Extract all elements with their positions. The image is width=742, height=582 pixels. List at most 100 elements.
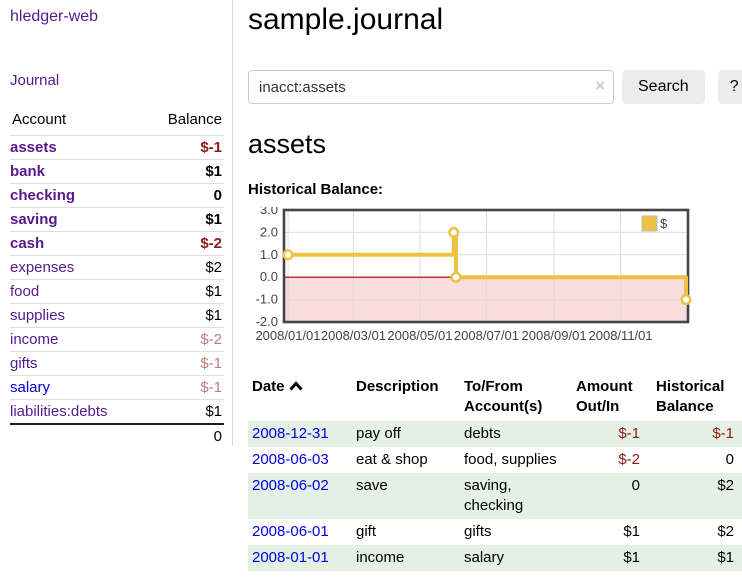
chart-label: Historical Balance: — [248, 181, 384, 198]
accounts-table: Account Balance assets $-1 bank $1 checking 0… — [10, 108, 224, 448]
transaction-amount: $1 — [623, 549, 640, 566]
account-row: saving $1 — [10, 207, 224, 232]
data-point-marker — [282, 249, 294, 261]
search-input[interactable] — [248, 70, 614, 104]
app-title-link[interactable]: hledger-web — [10, 8, 99, 25]
sidebar: hledger-web Journal Account Balance asse… — [0, 0, 233, 448]
account-row: cash $-2 — [10, 231, 224, 256]
data-point-marker — [680, 294, 692, 306]
transaction-date-link[interactable]: 2008-06-01 — [252, 523, 329, 540]
transaction-date-link[interactable]: 2008-06-02 — [252, 477, 329, 494]
transaction-date-link[interactable]: 2008-12-31 — [252, 425, 329, 442]
main-content: sample.journal × Search ? assets Histori… — [233, 0, 742, 571]
account-balance: $2 — [144, 255, 224, 280]
account-row: liabilities:debts $1 — [10, 399, 224, 424]
register-header-date[interactable]: Date — [248, 375, 348, 421]
transaction-date-cell: 2008-06-02 — [248, 473, 348, 519]
account-row: expenses $2 — [10, 255, 224, 280]
account-row: food $1 — [10, 279, 224, 304]
sidebar-item-journal[interactable]: Journal — [10, 72, 60, 89]
account-balance: $-1 — [144, 375, 224, 400]
account-link-liabilities-debts[interactable]: liabilities:debts — [10, 403, 108, 420]
account-link-gifts[interactable]: gifts — [10, 355, 38, 372]
account-row: checking 0 — [10, 183, 224, 208]
accounts-total-row: 0 — [10, 423, 224, 448]
transaction-accounts: food, supplies — [464, 451, 557, 468]
page-title: sample.journal — [248, 3, 444, 36]
balance-column-header: Balance — [167, 111, 222, 128]
transaction-balance: $2 — [717, 477, 734, 494]
transaction-amount: 0 — [631, 477, 640, 494]
transaction-row: 2008-01-01 income salary $1 $1 — [248, 545, 742, 571]
transaction-description: gift — [356, 523, 377, 540]
chart-border — [282, 208, 690, 324]
account-balance: $-2 — [144, 231, 224, 256]
register-header-amount: Amount Out/In — [576, 378, 633, 415]
svg-text:2008/09/01: 2008/09/01 — [522, 328, 587, 343]
account-link-saving[interactable]: saving — [10, 211, 58, 228]
help-button[interactable]: ? — [717, 70, 742, 104]
legend-label: $ — [660, 216, 668, 231]
transaction-balance: $1 — [717, 549, 734, 566]
data-point-marker — [448, 226, 460, 238]
svg-text:2008/05/01: 2008/05/01 — [387, 328, 452, 343]
svg-text:0.0: 0.0 — [260, 269, 278, 284]
svg-text:-1.0: -1.0 — [256, 292, 278, 307]
account-balance: $1 — [144, 159, 224, 184]
svg-text:3.0: 3.0 — [260, 207, 278, 217]
register-header-accounts: To/From Account(s) — [464, 378, 543, 415]
account-link-supplies[interactable]: supplies — [10, 307, 66, 324]
transaction-accounts: saving, checking — [464, 477, 524, 514]
transaction-date-link[interactable]: 2008-01-01 — [252, 549, 329, 566]
clear-search-icon[interactable]: × — [595, 76, 605, 95]
account-balance: 0 — [144, 183, 224, 208]
data-point-marker — [450, 271, 462, 283]
transaction-amount: $1 — [623, 523, 640, 540]
legend-swatch — [641, 215, 658, 232]
account-balance: $-1 — [144, 351, 224, 376]
account-link-assets[interactable]: assets — [10, 139, 57, 156]
transaction-date-cell: 2008-12-31 — [248, 421, 348, 447]
transaction-date-cell: 2008-06-01 — [248, 519, 348, 545]
account-balance: $-2 — [144, 327, 224, 352]
transaction-accounts: gifts — [464, 523, 492, 540]
account-link-bank[interactable]: bank — [10, 163, 46, 180]
transaction-description: pay off — [356, 425, 401, 442]
account-balance: $1 — [144, 303, 224, 328]
search-form: × Search ? — [248, 70, 742, 104]
transaction-row: 2008-06-03 eat & shop food, supplies $-2 0 — [248, 447, 742, 473]
svg-text:2008/03/01: 2008/03/01 — [321, 328, 386, 343]
transaction-amount: $-2 — [618, 451, 640, 468]
transaction-row: 2008-06-02 save saving, checking 0 $2 — [248, 473, 742, 519]
svg-text:2.0: 2.0 — [260, 224, 278, 239]
svg-text:-2.0: -2.0 — [256, 314, 278, 329]
account-link-checking[interactable]: checking — [10, 187, 76, 204]
transaction-date-link[interactable]: 2008-06-03 — [252, 451, 329, 468]
account-link-salary[interactable]: salary — [10, 379, 51, 396]
svg-text:1.0: 1.0 — [260, 247, 278, 262]
sort-ascending-icon — [288, 381, 303, 391]
account-link-food[interactable]: food — [10, 283, 40, 300]
svg-text:2008/01/01: 2008/01/01 — [255, 328, 320, 343]
account-balance: $1 — [144, 207, 224, 232]
transaction-accounts: salary — [464, 549, 505, 566]
search-button[interactable]: Search — [622, 70, 705, 104]
total-balance: 0 — [144, 423, 224, 448]
transaction-balance: 0 — [725, 451, 734, 468]
account-balance: $1 — [144, 399, 224, 424]
account-link-income[interactable]: income — [10, 331, 59, 348]
transaction-description: income — [356, 549, 405, 566]
transaction-row: 2008-12-31 pay off debts $-1 $-1 — [248, 421, 742, 447]
account-row: salary $-1 — [10, 375, 224, 400]
account-column-header: Account — [12, 111, 67, 128]
account-row: gifts $-1 — [10, 351, 224, 376]
account-link-expenses[interactable]: expenses — [10, 259, 75, 276]
svg-text:2008/11/01: 2008/11/01 — [589, 328, 653, 343]
register-table: Date Description To/From Account(s) Amou… — [248, 375, 742, 571]
account-balance: $-1 — [144, 135, 224, 160]
account-link-cash[interactable]: cash — [10, 235, 45, 252]
transaction-date-cell: 2008-01-01 — [248, 545, 348, 571]
register-header-description: Description — [356, 378, 439, 395]
